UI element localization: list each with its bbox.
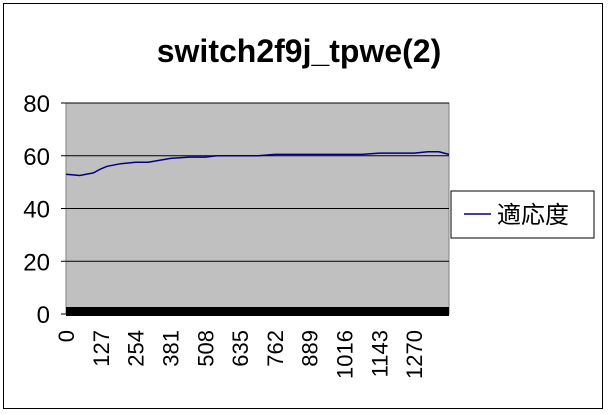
x-tick-label: 1016: [333, 330, 358, 379]
x-tick-label: 762: [263, 330, 288, 367]
x-tick-label: 381: [158, 330, 183, 367]
y-tick-label: 60: [23, 144, 50, 171]
x-tick-label: 254: [124, 330, 149, 367]
y-tick-label: 20: [23, 249, 50, 276]
x-tick-label: 635: [228, 330, 253, 367]
x-tick-label: 127: [89, 330, 114, 367]
y-axis: 0 20 40 60 80: [23, 91, 66, 329]
x-axis: 0 127 254 381 508 635 762 889 1016 1143 1270: [54, 330, 427, 379]
chart-frame: switch2f9j_tpwe(2) 0 20 40 60 80 0 127 254 381 5…: [3, 3, 603, 409]
x-tick-label: 508: [193, 330, 218, 367]
legend-label: 適応度: [497, 202, 569, 229]
plot-area: [65, 102, 450, 315]
y-tick-label: 0: [37, 302, 50, 329]
series-line: [65, 151, 450, 177]
x-axis-baseline: [66, 307, 449, 316]
chart-title: switch2f9j_tpwe(2): [157, 33, 442, 69]
x-tick-label: 889: [298, 330, 323, 367]
x-tick-label: 0: [54, 330, 79, 342]
series-layer: [65, 151, 450, 316]
y-tick-label: 40: [23, 197, 50, 224]
x-tick-label: 1143: [367, 330, 392, 377]
y-tick-label: 80: [23, 91, 50, 118]
chart: switch2f9j_tpwe(2) 0 20 40 60 80 0 127 254 381 5…: [23, 33, 595, 379]
x-tick-label: 1270: [402, 330, 427, 379]
legend: 適応度: [450, 190, 595, 239]
